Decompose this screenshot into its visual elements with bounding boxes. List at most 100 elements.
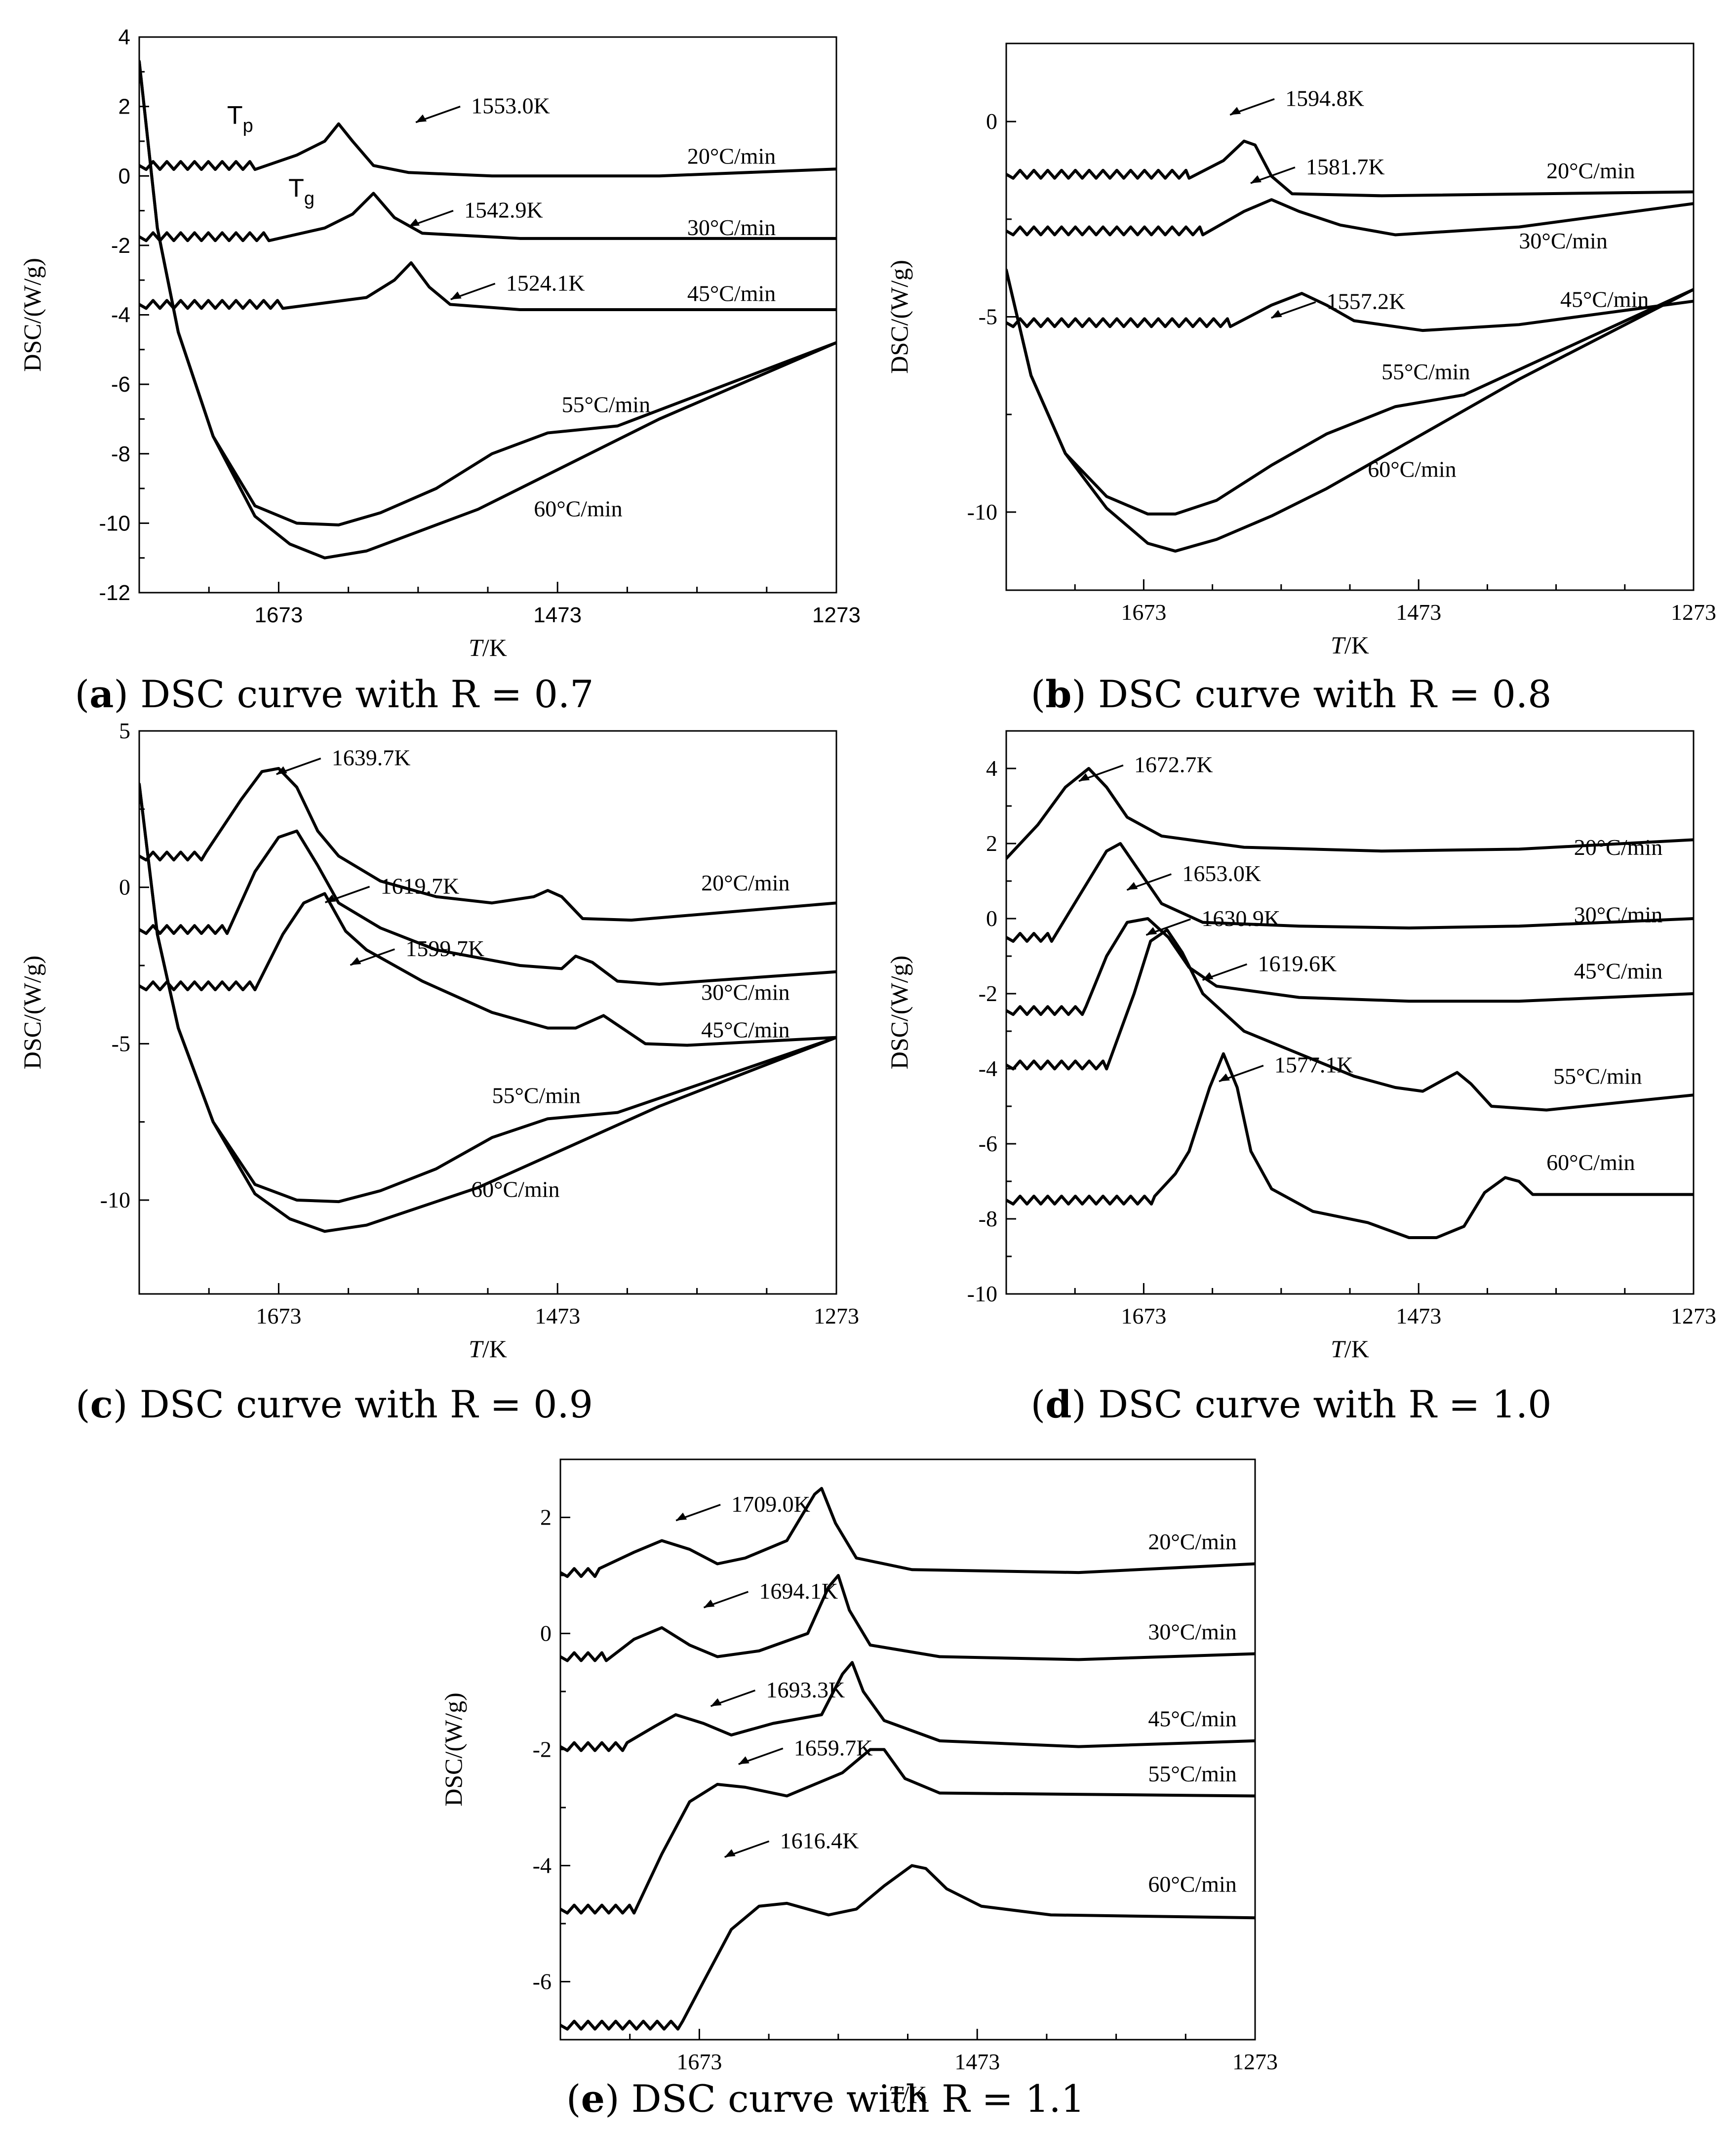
arrow-head xyxy=(450,291,462,300)
y-axis-label: DSC/(W/g) xyxy=(885,956,913,1070)
rate-label: 45°C/min xyxy=(1148,1706,1236,1731)
x-axis-label: T/K xyxy=(889,2081,927,2108)
rate-label: 30°C/min xyxy=(701,980,789,1005)
rate-label: 20°C/min xyxy=(1546,158,1635,183)
y-tick-label: -10 xyxy=(99,511,130,535)
rate-label: 20°C/min xyxy=(687,144,776,169)
x-tick-label: 1473 xyxy=(1396,600,1441,625)
plot-frame xyxy=(138,730,837,1295)
y-tick-label: -4 xyxy=(111,303,130,327)
arrow-head xyxy=(724,1849,736,1857)
x-axis-label: T/K xyxy=(469,1335,507,1363)
series-line-55cmin xyxy=(1006,928,1694,1112)
series-line-30cmin xyxy=(1006,842,1694,943)
rate-label: 45°C/min xyxy=(687,281,776,306)
rate-label: 60°C/min xyxy=(471,1177,559,1202)
x-tick-label: 1673 xyxy=(254,603,303,627)
arrow-head xyxy=(1146,927,1157,935)
plot-frame xyxy=(1005,730,1695,1295)
x-tick-label: 1673 xyxy=(676,2049,722,2074)
rate-label: 45°C/min xyxy=(1574,959,1662,984)
caption-d: (d) DSC curve with R = 1.0 xyxy=(1031,1382,1552,1426)
y-tick-label: 0 xyxy=(118,164,130,188)
arrow-head xyxy=(1230,107,1241,115)
caption-c: (c) DSC curve with R = 0.9 xyxy=(76,1382,593,1426)
y-axis-label: DSC/(W/g) xyxy=(439,1692,467,1807)
peak-temperature-label: 1616.4K xyxy=(780,1828,859,1853)
peak-temperature-label: 1594.8K xyxy=(1285,86,1364,111)
series-line-30cmin xyxy=(560,1574,1255,1662)
rate-label: 30°C/min xyxy=(1574,902,1662,927)
caption-e: (e) DSC curve with R = 1.1 xyxy=(566,2077,1085,2121)
y-tick-label: -10 xyxy=(100,1187,130,1212)
series-line-45cmin xyxy=(1006,917,1694,1016)
x-tick-label: 1673 xyxy=(1121,1303,1166,1329)
panel-c: 1673 1473 1273 5 0 -5 -10 T/K DSC/(W/g) 1639.7K 16… xyxy=(18,718,859,1363)
rate-label: 45°C/min xyxy=(1560,287,1649,312)
y-tick-label: 0 xyxy=(119,875,130,900)
rate-label: 20°C/min xyxy=(1574,835,1662,860)
caption-b: (b) DSC curve with R = 0.8 xyxy=(1031,672,1552,716)
peak-temperature-label: 1693.3K xyxy=(766,1677,845,1702)
y-tick-label: 5 xyxy=(119,718,130,743)
x-tick-label: 1273 xyxy=(814,1303,859,1329)
y-tick-label: 2 xyxy=(540,1505,552,1530)
series-line-45cmin xyxy=(1006,292,1694,332)
y-axis-label: DSC/(W/g) xyxy=(18,258,46,372)
series-line-20cmin xyxy=(1006,767,1694,860)
peak-temperature-label: 1553.0K xyxy=(471,93,550,119)
y-tick-label: -6 xyxy=(979,1131,997,1156)
series-line-60cmin xyxy=(1006,268,1694,553)
series-line-20cmin xyxy=(139,767,836,922)
y-tick-label: 2 xyxy=(986,831,997,856)
rate-label: 30°C/min xyxy=(1519,228,1607,253)
x-tick-label: 1673 xyxy=(256,1303,301,1329)
peak-temperature-label: 1577.1K xyxy=(1274,1052,1353,1078)
arrow-head xyxy=(738,1756,750,1765)
series-line-60cmin xyxy=(560,1864,1255,2031)
x-tick-label: 1273 xyxy=(1671,1303,1716,1329)
series-line-60cmin xyxy=(139,60,836,560)
x-axis-label: T/K xyxy=(469,634,507,661)
y-tick-label: -4 xyxy=(533,1853,552,1878)
y-axis-label: DSC/(W/g) xyxy=(18,956,46,1070)
peak-temperature-label: 1542.9K xyxy=(464,198,543,223)
arrow-head xyxy=(1219,1073,1230,1082)
arrow-head xyxy=(325,894,336,903)
arrow-head xyxy=(1250,175,1262,183)
peak-temperature-label: 1639.7K xyxy=(332,745,411,770)
x-tick-label: 1273 xyxy=(1671,600,1716,625)
series-line-45cmin xyxy=(560,1661,1255,1752)
arrow-head xyxy=(704,1600,715,1608)
rate-label: 55°C/min xyxy=(1381,359,1470,384)
rate-label: 30°C/min xyxy=(1148,1619,1236,1644)
rate-label: 60°C/min xyxy=(1546,1150,1635,1175)
peak-temperature-label: 1524.1K xyxy=(506,270,585,295)
arrow-head xyxy=(276,766,287,774)
arrow-head xyxy=(1078,773,1090,781)
x-tick-label: 1473 xyxy=(535,1303,580,1329)
peak-temperature-label: 1619.6K xyxy=(1258,951,1337,976)
marker-label: Tp xyxy=(227,101,253,136)
series-line-60cmin xyxy=(1006,1052,1694,1239)
y-tick-label: 4 xyxy=(986,756,997,781)
peak-temperature-label: 1581.7K xyxy=(1306,154,1385,179)
panel-e: 1673 1473 1273 2 0 -2 -4 -6 T/K DSC/(W/g) 1709.0K 1… xyxy=(439,1458,1278,2108)
y-tick-label: -12 xyxy=(99,581,130,605)
y-tick-label: -6 xyxy=(111,372,130,397)
x-tick-label: 1473 xyxy=(1396,1303,1441,1329)
arrow-head xyxy=(710,1698,722,1706)
y-tick-label: -8 xyxy=(111,442,130,466)
arrow-head xyxy=(1202,972,1214,980)
series-line-20cmin xyxy=(560,1487,1255,1578)
x-axis-label: T/K xyxy=(1331,631,1369,659)
y-tick-label: -4 xyxy=(979,1056,997,1081)
y-tick-label: -5 xyxy=(112,1031,130,1056)
y-tick-label: -2 xyxy=(111,234,130,258)
series-line-45cmin xyxy=(139,892,836,1047)
y-tick-label: -8 xyxy=(979,1206,997,1231)
marker-label: Tg xyxy=(288,174,315,209)
rate-label: 45°C/min xyxy=(701,1017,789,1043)
peak-temperature-label: 1694.1K xyxy=(759,1578,838,1604)
